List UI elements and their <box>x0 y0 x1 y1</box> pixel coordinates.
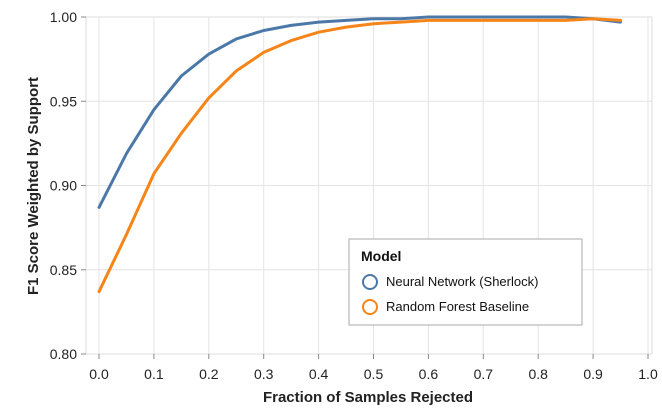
legend: Model Neural Network (Sherlock) Random F… <box>348 238 583 326</box>
x-tick-label: 0.2 <box>199 366 219 382</box>
x-tick-label: 0.0 <box>89 366 109 382</box>
x-tick-label: 0.7 <box>474 366 494 382</box>
x-axis-title: Fraction of Samples Rejected <box>263 389 473 406</box>
x-tick-label: 0.6 <box>419 366 439 382</box>
x-tick-label: 0.8 <box>528 366 548 382</box>
series-line-2 <box>97 17 622 294</box>
x-tick-label: 0.1 <box>144 366 164 382</box>
legend-label-series-1: Neural Network (Sherlock) <box>386 274 538 289</box>
x-tick-label: 1.0 <box>638 366 658 382</box>
x-tick-label: 0.4 <box>309 366 329 382</box>
legend-box <box>348 238 583 326</box>
series-line-1 <box>97 15 622 209</box>
y-tick-label: 0.90 <box>50 178 77 194</box>
x-axis: 0.0 0.1 0.2 0.3 0.4 0.5 0.6 0.7 0.8 0.9 1.0 <box>89 354 658 382</box>
series-layer <box>97 15 622 294</box>
y-tick-label: 0.85 <box>50 262 77 278</box>
y-axis: 0.80 0.85 0.90 0.95 1.00 <box>50 9 86 362</box>
y-tick-label: 0.95 <box>50 93 77 109</box>
y-tick-label: 1.00 <box>50 9 77 25</box>
x-tick-label: 0.3 <box>254 366 274 382</box>
y-axis-title: F1 Score Weighted by Support <box>25 77 42 295</box>
legend-marker-series-2 <box>362 299 378 315</box>
legend-title: Model <box>361 248 401 264</box>
x-tick-label: 0.5 <box>364 366 384 382</box>
legend-marker-series-1 <box>362 274 378 290</box>
legend-label-series-2: Random Forest Baseline <box>386 299 529 314</box>
x-tick-label: 0.9 <box>583 366 603 382</box>
y-tick-label: 0.80 <box>50 346 77 362</box>
